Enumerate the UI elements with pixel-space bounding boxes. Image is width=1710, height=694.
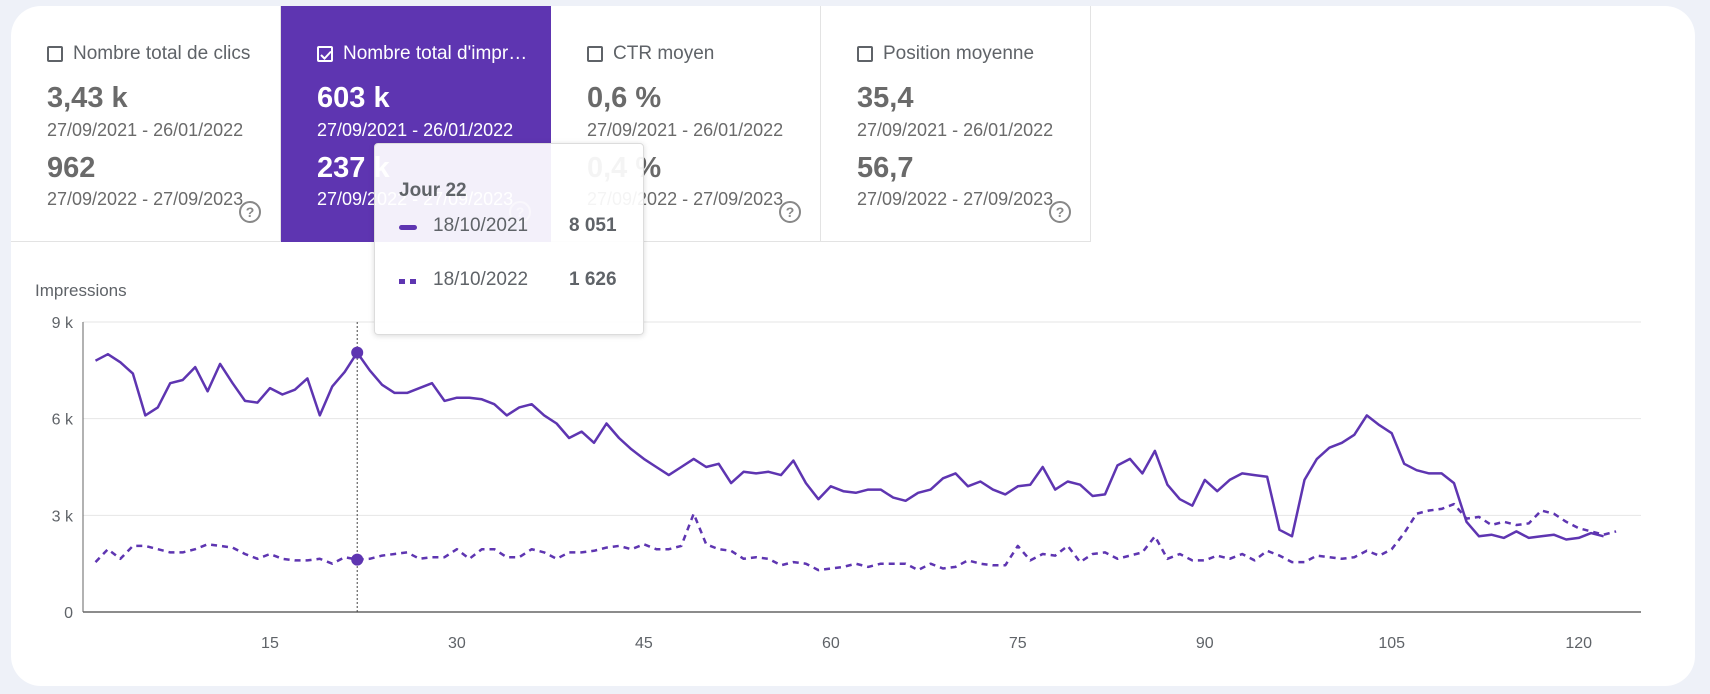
current-date-range: 27/09/2021 - 26/01/2022	[317, 120, 514, 140]
help-icon[interactable]: ?	[779, 201, 801, 223]
card-title: CTR moyen	[613, 43, 715, 64]
y-tick-label: 0	[64, 605, 73, 622]
previous-date-range: 27/09/2022 - 27/09/2023	[47, 189, 244, 209]
x-tick-label: 60	[822, 635, 840, 652]
chart-tooltip: Jour 22 18/10/2021 8 051 18/10/2022 1 62…	[374, 143, 644, 335]
card-header: Nombre total d'impressions	[317, 43, 532, 65]
card-title: Nombre total de clics	[73, 43, 251, 64]
help-icon[interactable]: ?	[1049, 201, 1071, 223]
y-tick-label: 9 k	[52, 315, 74, 332]
card-total-clicks[interactable]: Nombre total de clics 3,43 k 27/09/2021 …	[11, 6, 281, 242]
tooltip-value: 8 051	[569, 215, 617, 236]
y-tick-label: 6 k	[52, 412, 74, 429]
performance-panel: Nombre total de clics 3,43 k 27/09/2021 …	[11, 6, 1695, 686]
checkbox-unchecked-icon[interactable]	[587, 46, 603, 62]
checkbox-unchecked-icon[interactable]	[857, 46, 873, 62]
card-header: CTR moyen	[587, 43, 802, 65]
previous-date-range: 27/09/2022 - 27/09/2023	[857, 189, 1054, 209]
current-value: 603 k	[317, 82, 390, 114]
card-title: Position moyenne	[883, 43, 1035, 64]
current-date-range: 27/09/2021 - 26/01/2022	[587, 120, 784, 140]
x-tick-label: 30	[448, 635, 466, 652]
legend-solid-line-icon	[756, 94, 784, 97]
solid-line-swatch-icon	[399, 225, 417, 230]
dashed-line-swatch-icon	[399, 279, 416, 284]
y-axis-label: Impressions	[35, 281, 127, 300]
tooltip-value: 1 626	[569, 269, 617, 290]
y-axis-ticks: 0 3 k 6 k 9 k	[52, 315, 74, 622]
highlight-point-current	[351, 346, 364, 359]
checkbox-checked-icon[interactable]	[317, 46, 333, 62]
x-tick-label: 120	[1565, 635, 1592, 652]
current-date-range: 27/09/2021 - 26/01/2022	[857, 120, 1054, 140]
current-value: 3,43 k	[47, 82, 128, 114]
current-value: 35,4	[857, 82, 914, 114]
checkbox-unchecked-icon[interactable]	[47, 46, 63, 62]
tooltip-row-previous: 18/10/2022 1 626	[399, 269, 639, 295]
checkmark-icon	[320, 50, 332, 60]
card-average-position[interactable]: Position moyenne 35,4 27/09/2021 - 26/01…	[821, 6, 1091, 242]
x-axis-ticks: 15 30 45 60 75 90 105 120	[261, 635, 1592, 652]
current-date-range: 27/09/2021 - 26/01/2022	[47, 120, 244, 140]
series-line-previous-period	[94, 502, 1617, 572]
card-header: Nombre total de clics	[47, 43, 262, 65]
tooltip-date: 18/10/2021	[433, 215, 529, 236]
help-icon[interactable]: ?	[239, 201, 261, 223]
card-header: Position moyenne	[857, 43, 1072, 65]
card-title: Nombre total d'impressions	[343, 43, 532, 64]
x-tick-label: 15	[261, 635, 279, 652]
legend-dashed-line-icon	[756, 160, 784, 163]
tooltip-row-current: 18/10/2021 8 051	[399, 215, 639, 241]
tooltip-title: Jour 22	[399, 180, 467, 201]
highlight-point-previous	[351, 553, 364, 566]
impressions-chart[interactable]: Impressions 0 3 k 6 k 9 k 15 30 45 60 75 90 105 12…	[11, 242, 1695, 686]
series-line-current-period	[94, 351, 1604, 541]
x-tick-label: 105	[1378, 635, 1405, 652]
previous-value: 56,7	[857, 152, 914, 184]
x-tick-label: 90	[1196, 635, 1214, 652]
y-tick-label: 3 k	[52, 508, 74, 525]
tooltip-date: 18/10/2022	[433, 269, 529, 290]
current-value: 0,6 %	[587, 82, 662, 114]
x-tick-label: 45	[635, 635, 653, 652]
x-tick-label: 75	[1009, 635, 1027, 652]
previous-value: 962	[47, 152, 96, 184]
grid-lines	[83, 321, 1641, 516]
